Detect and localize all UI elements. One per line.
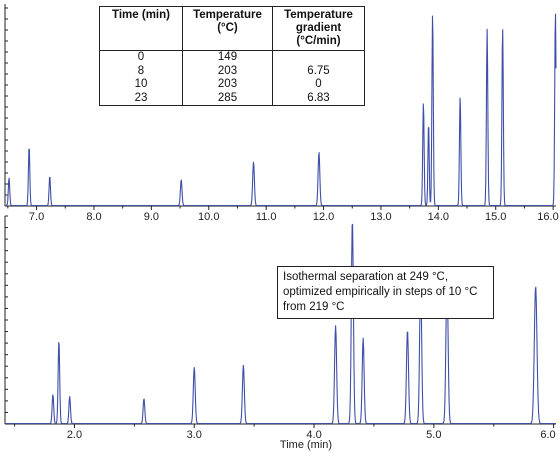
bottom-x-ticks: 2.0 3.0 4.0 5.0 6.0 xyxy=(14,424,556,441)
table-cell: 6.83 xyxy=(272,91,365,106)
top-x-tick-label: 11.0 xyxy=(256,211,277,223)
table-header-row: Time (min) Temperature (°C) Temperature … xyxy=(99,6,365,51)
table-cell: 203 xyxy=(182,64,273,78)
bottom-x-tick-label: 2.0 xyxy=(67,429,82,441)
table-row: 8 203 6.75 xyxy=(100,64,365,78)
table-cell: 149 xyxy=(182,50,273,65)
table-row: 10 203 0 xyxy=(100,78,365,92)
top-x-tick-label: 16.0 xyxy=(537,211,558,223)
top-x-tick-label: 13.0 xyxy=(370,211,391,223)
bottom-y-ticks xyxy=(5,215,8,425)
header-time: Time (min) xyxy=(99,6,183,51)
table-cell: 285 xyxy=(182,91,273,106)
bottom-chromatogram-panel: 2.0 3.0 4.0 5.0 6.0 Time (min) xyxy=(4,215,557,451)
bottom-x-tick-label: 6.0 xyxy=(540,429,555,441)
temperature-program-table: Time (min) Temperature (°C) Temperature … xyxy=(99,6,365,106)
table-cell: 8 xyxy=(137,64,145,77)
top-chromatogram-panel: 7.0 8.0 9.0 10.0 11.0 12.0 13.0 14.0 15.0 16.0 xyxy=(4,4,559,223)
bottom-x-tick-label: 4.0 xyxy=(306,429,321,441)
table-cell: 0 xyxy=(137,51,145,63)
top-x-tick-label: 7.0 xyxy=(29,211,44,223)
table-cell: 23 xyxy=(99,91,183,106)
top-x-tick-label: 15.0 xyxy=(485,211,506,223)
top-chromatogram-trace xyxy=(4,13,557,207)
table-cell: 203 xyxy=(182,78,273,92)
table-row: 0 149 xyxy=(100,50,365,65)
isothermal-annotation: Isothermal separation at 249 °C, optimiz… xyxy=(277,266,494,319)
top-x-tick-label: 8.0 xyxy=(86,211,101,223)
table-row: 23 285 6.83 xyxy=(99,91,365,106)
top-x-ticks: 7.0 8.0 9.0 10.0 11.0 12.0 13.0 14.0 15.0 16.0 xyxy=(7,206,559,223)
table-cell: 0 xyxy=(272,78,365,92)
header-temperature: Temperature (°C) xyxy=(182,6,273,51)
top-x-tick-label: 12.0 xyxy=(313,211,334,223)
table-cell: 6.75 xyxy=(272,64,365,78)
top-x-tick-label: 9.0 xyxy=(144,211,159,223)
top-x-tick-label: 10.0 xyxy=(198,211,219,223)
bottom-x-axis-title: Time (min) xyxy=(280,439,332,451)
top-x-tick-label: 14.0 xyxy=(428,211,449,223)
table-cell xyxy=(272,50,365,65)
bottom-x-tick-label: 5.0 xyxy=(426,429,441,441)
table-cell: 10 xyxy=(134,78,148,90)
header-gradient: Temperature gradient (°C/min) xyxy=(272,6,365,51)
bottom-x-tick-label: 3.0 xyxy=(187,429,202,441)
bottom-chromatogram-trace xyxy=(4,223,557,425)
